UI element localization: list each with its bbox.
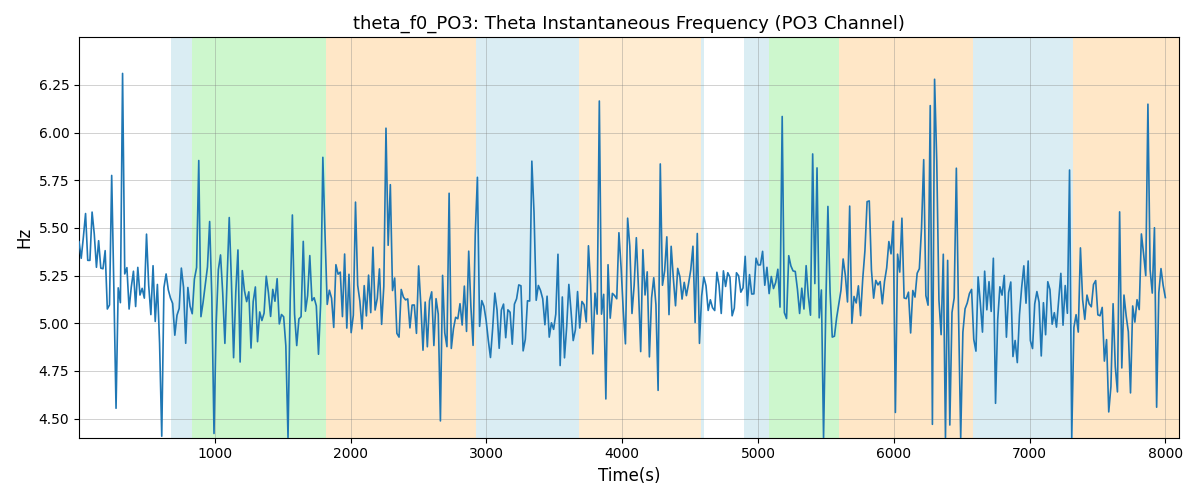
Bar xyxy=(192,38,326,438)
X-axis label: Time(s): Time(s) xyxy=(598,467,660,485)
Title: theta_f0_PO3: Theta Instantaneous Frequency (PO3 Channel): theta_f0_PO3: Theta Instantaneous Freque… xyxy=(353,15,905,34)
Bar xyxy=(326,38,475,438)
Y-axis label: Hz: Hz xyxy=(14,227,32,248)
Bar xyxy=(475,38,578,438)
Bar xyxy=(701,38,703,438)
Bar xyxy=(172,38,192,438)
Bar xyxy=(840,38,972,438)
Bar xyxy=(1073,38,1178,438)
Bar xyxy=(744,38,769,438)
Bar xyxy=(769,38,840,438)
Bar xyxy=(578,38,701,438)
Bar xyxy=(972,38,1073,438)
